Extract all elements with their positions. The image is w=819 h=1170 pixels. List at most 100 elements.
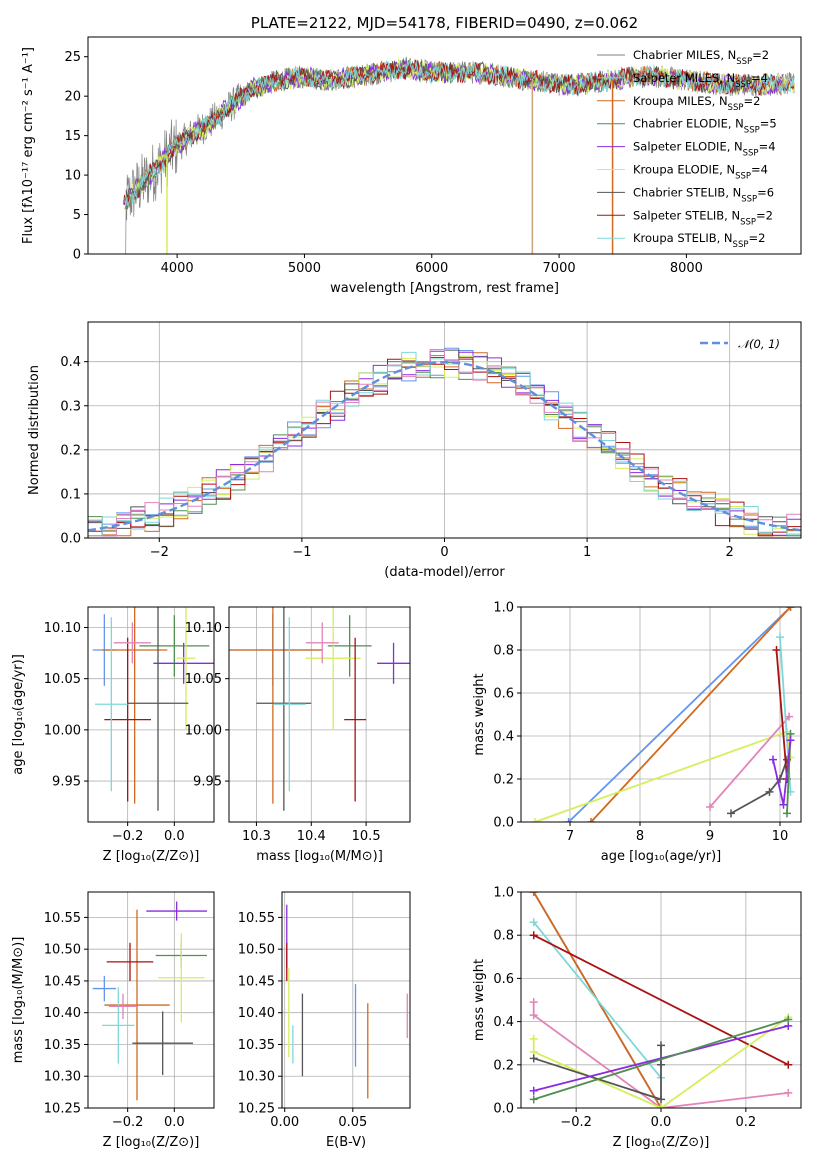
x-tick-label: 8000: [670, 261, 703, 276]
y-tick-label: 10.45: [44, 974, 81, 989]
plus-marker: [564, 818, 573, 822]
residual-legend: 𝒩(0, 1): [700, 337, 780, 351]
x-tick-label: 10.3: [242, 829, 271, 844]
y-axis-label: Flux [fλ10⁻¹⁷ erg cm⁻² s⁻¹ A⁻¹]: [21, 47, 36, 244]
weight-series: [531, 607, 795, 822]
y-tick-label: 10.40: [238, 1006, 275, 1021]
y-tick-label: 25: [64, 50, 81, 65]
legend-entry: Chabrier MILES, NSSP=2: [633, 48, 769, 67]
spectrum-legend: Chabrier MILES, NSSP=2 Salpeter MILES, NS…: [597, 48, 777, 250]
error-bars: [229, 607, 410, 811]
error-bars: [92, 607, 214, 811]
x-axis-label: Z [log₁₀(Z/Z⊙)]: [103, 1135, 200, 1150]
y-tick-label: 0.0: [493, 816, 514, 831]
x-tick-label: 0.0: [164, 829, 185, 844]
x-tick-label: −2: [150, 545, 169, 560]
plus-marker: [529, 931, 538, 940]
y-tick-label: 0.0: [60, 532, 81, 547]
axes-frame: [87, 606, 215, 823]
error-bars: [92, 901, 207, 1101]
plus-marker: [772, 646, 781, 654]
y-axis-label: mass weight: [472, 959, 487, 1041]
weight-series-line: [730, 759, 788, 815]
y-axis-label: mass weight: [472, 673, 487, 755]
y-tick-label: 10.35: [44, 1038, 81, 1053]
weight-series-line: [533, 921, 662, 1079]
spectrum-traces: [123, 56, 795, 254]
x-tick-label: 10: [772, 829, 789, 844]
x-tick-label: 8: [636, 829, 644, 844]
plus-marker: [529, 998, 538, 1007]
y-axis-label: age [log₁₀(age/yr)]: [11, 654, 26, 775]
x-tick-label: −0.2: [112, 1115, 144, 1130]
residual-histogram-panel: −2 −1 0 1 2 0.0 0.1 0.2 0.3 0.4 (data-model)/error…: [27, 321, 802, 580]
plus-marker: [783, 809, 791, 818]
plus-marker: [779, 800, 788, 809]
weight-vs-age-panel: 7 8 9 10 0.0 0.2 0.4 0.6 0.8 1.0 age [log₁₀(age/yr…: [472, 601, 802, 864]
y-tick-label: 9.95: [52, 775, 81, 790]
y-tick-label: 10.25: [44, 1102, 81, 1117]
legend-entry: Kroupa ELODIE, NSSP=4: [633, 163, 768, 182]
y-tick-label: 9.95: [193, 775, 222, 790]
legend-entry: Salpeter ELODIE, NSSP=4: [633, 140, 776, 159]
x-tick-label: 0.0: [164, 1115, 185, 1130]
x-axis-label: E(B-V): [326, 1135, 366, 1150]
plus-marker: [529, 892, 538, 896]
x-axis-label: Z [log₁₀(Z/Z⊙)]: [103, 849, 200, 864]
x-tick-label: 0.2: [736, 1115, 757, 1130]
plus-marker: [786, 736, 795, 745]
x-tick-label: 0.05: [338, 1115, 367, 1130]
plus-marker: [706, 802, 714, 811]
y-tick-label: 0.2: [493, 773, 514, 788]
x-tick-label: 0: [440, 545, 448, 560]
axes-frame: [87, 891, 215, 1109]
y-tick-label: 0.8: [493, 644, 514, 659]
normal-curve-line: [88, 360, 801, 532]
weight-series-line: [775, 649, 788, 780]
axes-frame: [228, 606, 411, 823]
weight-vs-metallicity-panel: −0.2 0.0 0.2 0.0 0.2 0.4 0.6 0.8 1.0 Z [log₁₀(Z/Z…: [472, 886, 802, 1150]
legend-entry: Kroupa MILES, NSSP=2: [633, 94, 760, 113]
axes-frame: [520, 891, 802, 1109]
y-tick-label: 0.6: [493, 972, 514, 987]
y-tick-label: 15: [64, 129, 81, 144]
error-bars: [286, 904, 408, 1099]
y-tick-label: 0: [73, 248, 81, 263]
y-tick-label: 0.4: [493, 1015, 514, 1030]
weight-series-line: [533, 1018, 789, 1101]
y-tick-label: 0.3: [60, 399, 81, 414]
x-axis-label: age [log₁₀(age/yr)]: [601, 849, 722, 864]
weight-series-line: [532, 1002, 789, 1108]
spectrum-panel: 4000 5000 6000 7000 8000 0 5 10 15 20 25 wavelength…: [21, 14, 802, 296]
x-axis-label: wavelength [Angstrom, rest frame]: [330, 281, 559, 296]
plus-marker: [657, 1104, 665, 1108]
x-axis-label: mass [log₁₀(M/M⊙)]: [256, 849, 383, 864]
plus-marker: [657, 1095, 665, 1104]
plus-marker: [531, 818, 539, 822]
y-tick-label: 10.05: [185, 672, 222, 687]
axes-frame: [87, 321, 802, 539]
plus-marker: [784, 1060, 793, 1069]
plus-marker: [786, 607, 795, 611]
weight-series-line: [533, 1025, 789, 1092]
plus-marker: [529, 1034, 538, 1043]
y-tick-label: 10.55: [238, 911, 275, 926]
y-axis-label: mass [log₁₀(M/M⊙)]: [11, 937, 26, 1064]
y-tick-label: 10: [64, 169, 81, 184]
weight-series-line: [533, 934, 789, 1066]
x-axis-label: Z [log₁₀(Z/Z⊙)]: [613, 1135, 710, 1150]
axes-frame: [281, 891, 411, 1109]
weight-series: [529, 892, 793, 1108]
y-tick-label: 10.25: [238, 1102, 275, 1117]
age-vs-mass-panel: 10.3 10.4 10.5 9.95 10.00 10.05 10.10 mass [log…: [185, 606, 411, 864]
x-tick-label: −0.2: [112, 829, 144, 844]
plus-marker: [529, 1086, 538, 1095]
axes-frame: [87, 36, 802, 255]
y-tick-label: 10.10: [44, 621, 81, 636]
y-tick-label: 20: [64, 90, 81, 105]
y-tick-label: 0.4: [60, 355, 81, 370]
histograms: [88, 347, 801, 537]
legend-entry: Chabrier STELIB, NSSP=6: [633, 185, 774, 204]
y-tick-label: 0.4: [493, 730, 514, 745]
plus-marker: [529, 918, 538, 927]
